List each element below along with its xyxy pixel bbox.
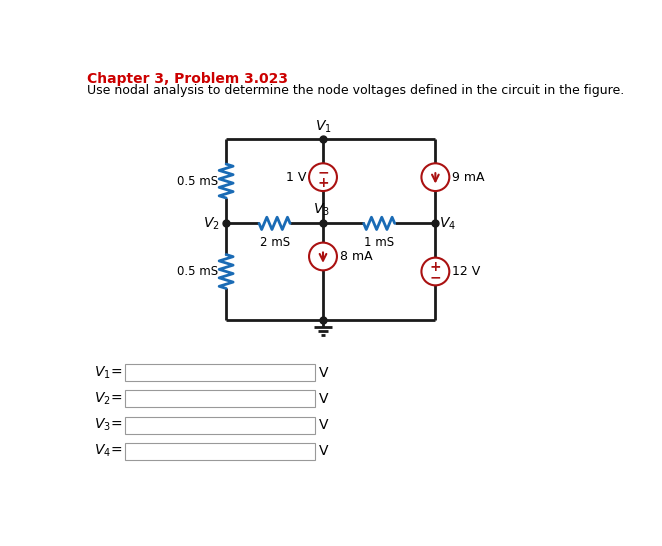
- Text: −: −: [317, 165, 329, 180]
- Text: 1 V: 1 V: [285, 171, 306, 183]
- Text: +: +: [430, 260, 441, 274]
- Text: 0.5 mS: 0.5 mS: [177, 175, 218, 187]
- Text: +: +: [317, 176, 329, 189]
- Text: $V_4$=: $V_4$=: [94, 443, 122, 460]
- Text: 0.5 mS: 0.5 mS: [177, 265, 218, 278]
- Bar: [125, 364, 315, 381]
- Text: Chapter 3, Problem 3.023: Chapter 3, Problem 3.023: [87, 72, 289, 86]
- Text: $V_1$: $V_1$: [314, 118, 332, 135]
- Text: −: −: [430, 270, 441, 284]
- Text: 8 mA: 8 mA: [340, 250, 373, 263]
- Text: $V_4$: $V_4$: [440, 215, 456, 232]
- Bar: [125, 417, 315, 434]
- Text: 2 mS: 2 mS: [260, 236, 290, 248]
- Text: 1 mS: 1 mS: [364, 236, 395, 248]
- Bar: [125, 443, 315, 460]
- Text: $V_2$: $V_2$: [203, 215, 220, 232]
- Circle shape: [309, 163, 337, 191]
- Text: $V_2$=: $V_2$=: [94, 391, 122, 407]
- Text: 12 V: 12 V: [452, 265, 481, 278]
- Text: 9 mA: 9 mA: [452, 171, 485, 183]
- Text: V: V: [319, 392, 328, 406]
- Text: $V_1$=: $V_1$=: [94, 365, 122, 381]
- Circle shape: [422, 163, 449, 191]
- Text: V: V: [319, 366, 328, 380]
- Text: $V_3$=: $V_3$=: [94, 417, 122, 434]
- Text: Use nodal analysis to determine the node voltages defined in the circuit in the : Use nodal analysis to determine the node…: [87, 84, 625, 97]
- Text: $V_3$: $V_3$: [313, 201, 330, 218]
- Circle shape: [309, 242, 337, 270]
- Bar: [125, 390, 315, 407]
- Text: V: V: [319, 444, 328, 458]
- Circle shape: [422, 258, 449, 286]
- Text: V: V: [319, 418, 328, 432]
